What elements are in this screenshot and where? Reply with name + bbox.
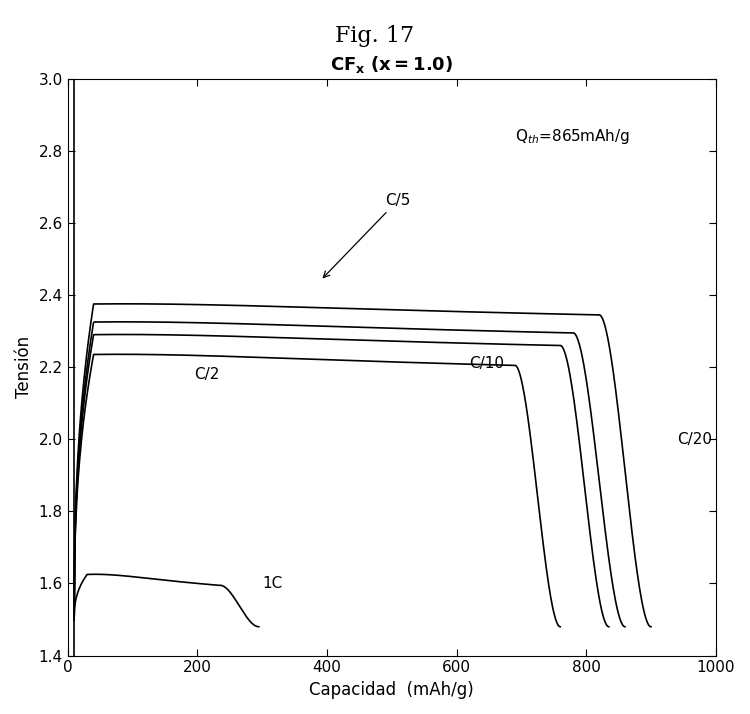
Text: C/2: C/2 xyxy=(194,367,220,382)
Text: Fig. 17: Fig. 17 xyxy=(335,25,415,47)
X-axis label: Capacidad  (mAh/g): Capacidad (mAh/g) xyxy=(309,681,474,699)
Text: C/10: C/10 xyxy=(470,356,505,371)
Y-axis label: Tensión: Tensión xyxy=(15,336,33,398)
Title: $\bf{CF_x}$ $\bf{(x=1.0)}$: $\bf{CF_x}$ $\bf{(x=1.0)}$ xyxy=(330,54,453,75)
Text: C/20: C/20 xyxy=(676,432,712,447)
Text: Q$_{th}$=865mAh/g: Q$_{th}$=865mAh/g xyxy=(514,127,630,146)
Text: 1C: 1C xyxy=(262,576,282,591)
Text: C/5: C/5 xyxy=(323,193,410,278)
